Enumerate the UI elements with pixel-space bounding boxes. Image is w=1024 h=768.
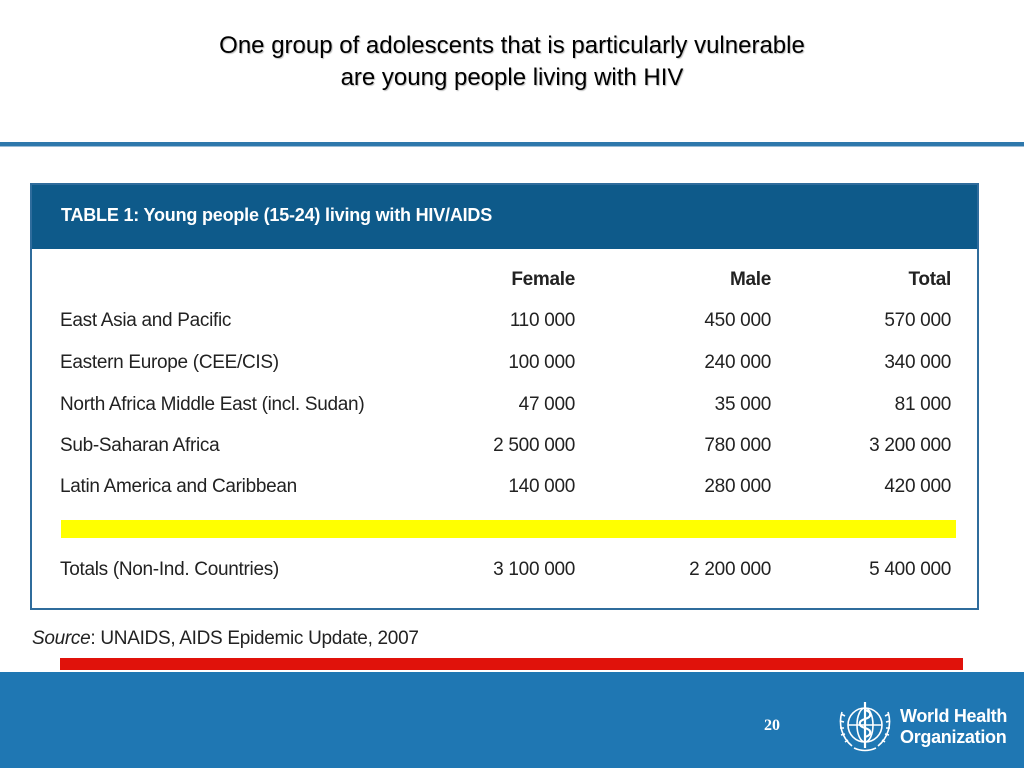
table-cell-male: 35 000 bbox=[714, 394, 772, 415]
table-cell-total: 340 000 bbox=[884, 352, 951, 373]
title-divider bbox=[0, 142, 1024, 146]
table-row-region: Sub-Saharan Africa bbox=[60, 435, 220, 456]
slide-title-line-2: are young people living with HIV bbox=[340, 64, 684, 91]
source-label: Source bbox=[32, 628, 91, 649]
totals-cell-female: 3 100 000 bbox=[493, 559, 575, 580]
highlight-redaction-bar bbox=[61, 520, 956, 538]
red-accent-bar bbox=[60, 658, 963, 670]
table-caption: TABLE 1: Young people (15-24) living wit… bbox=[61, 205, 493, 225]
table-cell-male: 780 000 bbox=[704, 435, 771, 456]
table-cell-male: 450 000 bbox=[704, 310, 771, 331]
who-logo-line-1: World Health bbox=[900, 706, 1008, 726]
column-header-total: Total bbox=[908, 269, 952, 290]
table-cell-total: 420 000 bbox=[884, 476, 951, 497]
who-emblem-icon bbox=[839, 702, 891, 752]
table-cell-female: 2 500 000 bbox=[493, 435, 575, 456]
table-cell-female: 110 000 bbox=[509, 310, 575, 331]
column-header-male: Male bbox=[729, 269, 771, 290]
table-cell-male: 240 000 bbox=[704, 352, 771, 373]
table-header-bar: TABLE 1: Young people (15-24) living wit… bbox=[32, 185, 977, 249]
page-number: 20 bbox=[764, 717, 780, 734]
table-cell-female: 47 000 bbox=[518, 394, 576, 415]
data-table: TABLE 1: Young people (15-24) living wit… bbox=[30, 183, 979, 610]
table-row-region: Latin America and Caribbean bbox=[60, 476, 297, 497]
table-cell-total: 570 000 bbox=[884, 310, 951, 331]
totals-row-label: Totals (Non-Ind. Countries) bbox=[60, 559, 279, 580]
table-cell-male: 280 000 bbox=[704, 476, 771, 497]
footer-band bbox=[0, 672, 1024, 768]
table-cell-total: 81 000 bbox=[894, 394, 952, 415]
table-row-region: North Africa Middle East (incl. Sudan) bbox=[60, 394, 365, 415]
table-row-region: East Asia and Pacific bbox=[60, 310, 232, 331]
table-cell-female: 100 000 bbox=[508, 352, 575, 373]
totals-cell-male: 2 200 000 bbox=[689, 559, 771, 580]
slide-title-line-1: One group of adolescents that is particu… bbox=[219, 32, 805, 59]
table-cell-total: 3 200 000 bbox=[869, 435, 951, 456]
table-cell-female: 140 000 bbox=[508, 476, 575, 497]
source-text: : UNAIDS, AIDS Epidemic Update, 2007 bbox=[90, 628, 419, 649]
source-citation: Source: UNAIDS, AIDS Epidemic Update, 20… bbox=[32, 628, 419, 650]
who-logo-line-2: Organization bbox=[900, 727, 1007, 747]
totals-cell-total: 5 400 000 bbox=[869, 559, 951, 580]
slide-title: One group of adolescents that is particu… bbox=[0, 30, 1024, 94]
who-logo-text: World Health Organization bbox=[900, 706, 1007, 748]
table-row-region: Eastern Europe (CEE/CIS) bbox=[60, 352, 279, 373]
column-header-female: Female bbox=[511, 269, 575, 290]
title-divider-shadow bbox=[0, 146, 1024, 147]
